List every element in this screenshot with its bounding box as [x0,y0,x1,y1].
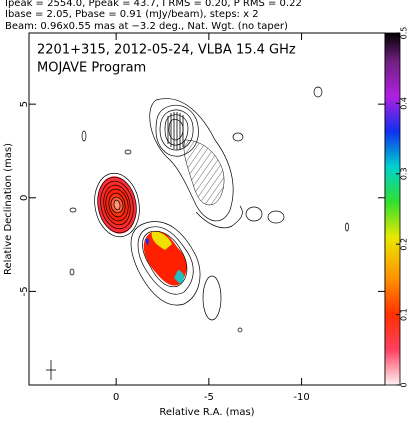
colorbar-tick-label: 0.3 [400,167,409,180]
y-axis-label: Relative Declination (mas) [3,143,14,275]
y-tick-label: -5 [19,286,30,296]
x-tick-label: -5 [204,392,214,403]
colorbar-tick-label: 0 [400,382,409,387]
colorbar-tick-label: 0.4 [400,97,409,110]
x-tick-label: 0 [113,392,119,403]
x-tick-label: -10 [293,392,309,403]
header-line: Ipeak = 2554.0, Ppeak = 43.7, I RMS = 0.… [5,0,302,9]
plot-frame [28,32,386,386]
y-tick-label: 5 [19,101,30,107]
colorbar-tick-label: 0.5 [400,27,409,40]
colorbar [384,32,401,386]
y-tick-label: 0 [19,195,30,201]
header-line: Beam: 0.96x0.55 mas at −3.2 deg., Nat. W… [5,21,288,32]
colorbar-tick-label: 0.2 [400,238,409,251]
contours [46,86,349,380]
colorbar-tick-label: 0.1 [400,308,409,321]
header-line: Ibase = 2.05, Pbase = 0.91 (mJy/beam), s… [5,9,259,20]
chart-subtitle: MOJAVE Program [37,61,146,76]
chart-title: 2201+315, 2012-05-24, VLBA 15.4 GHz [37,43,296,58]
x-axis-label: Relative R.A. (mas) [159,407,254,418]
